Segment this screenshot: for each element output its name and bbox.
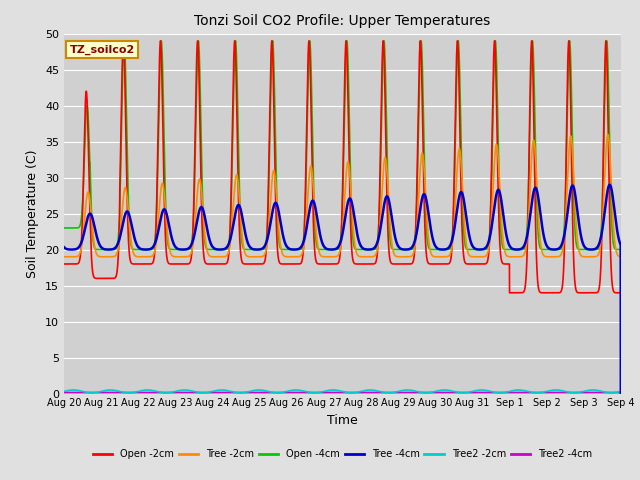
- Legend: Open -2cm, Tree -2cm, Open -4cm, Tree -4cm, Tree2 -2cm, Tree2 -4cm: Open -2cm, Tree -2cm, Open -4cm, Tree -4…: [89, 445, 596, 463]
- Text: TZ_soilco2: TZ_soilco2: [70, 44, 135, 55]
- Y-axis label: Soil Temperature (C): Soil Temperature (C): [26, 149, 40, 278]
- X-axis label: Time: Time: [327, 414, 358, 427]
- Title: Tonzi Soil CO2 Profile: Upper Temperatures: Tonzi Soil CO2 Profile: Upper Temperatur…: [195, 14, 490, 28]
